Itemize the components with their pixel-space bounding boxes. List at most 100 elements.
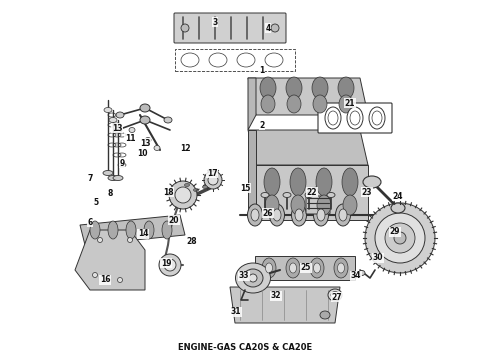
Ellipse shape <box>314 204 328 226</box>
Polygon shape <box>248 130 256 210</box>
Text: 5: 5 <box>94 198 98 207</box>
Ellipse shape <box>164 259 176 271</box>
Ellipse shape <box>317 195 331 215</box>
Polygon shape <box>255 256 355 280</box>
Ellipse shape <box>372 111 382 125</box>
Text: 7: 7 <box>87 174 93 183</box>
Polygon shape <box>248 130 368 165</box>
Text: 22: 22 <box>307 188 317 197</box>
Ellipse shape <box>327 193 335 198</box>
Text: 18: 18 <box>163 188 173 197</box>
Text: 1: 1 <box>259 66 265 75</box>
FancyBboxPatch shape <box>306 196 330 214</box>
Text: 32: 32 <box>271 292 281 301</box>
Text: 16: 16 <box>100 275 110 284</box>
Ellipse shape <box>126 221 136 239</box>
Text: 24: 24 <box>393 192 403 201</box>
Ellipse shape <box>365 203 435 273</box>
Ellipse shape <box>350 111 360 125</box>
Ellipse shape <box>169 181 197 209</box>
Polygon shape <box>248 78 368 115</box>
Text: 2: 2 <box>259 121 265 130</box>
Ellipse shape <box>265 195 279 215</box>
Text: 15: 15 <box>240 184 250 193</box>
Ellipse shape <box>305 193 313 198</box>
Ellipse shape <box>339 209 347 221</box>
Ellipse shape <box>394 232 406 244</box>
Ellipse shape <box>113 176 123 180</box>
Text: 21: 21 <box>345 99 355 108</box>
Text: 12: 12 <box>180 144 190 153</box>
Text: 31: 31 <box>231 307 241 316</box>
Ellipse shape <box>287 95 301 113</box>
Text: 10: 10 <box>137 149 147 158</box>
Ellipse shape <box>114 127 122 132</box>
Polygon shape <box>230 287 340 323</box>
Ellipse shape <box>363 176 381 188</box>
Ellipse shape <box>260 77 276 99</box>
Ellipse shape <box>181 24 189 32</box>
Text: 26: 26 <box>263 208 273 217</box>
Ellipse shape <box>164 117 172 123</box>
Ellipse shape <box>159 254 181 276</box>
Ellipse shape <box>359 270 365 275</box>
Text: 14: 14 <box>138 230 148 239</box>
Text: 28: 28 <box>187 238 197 247</box>
Ellipse shape <box>336 204 350 226</box>
Ellipse shape <box>98 238 102 243</box>
Ellipse shape <box>202 185 207 189</box>
Ellipse shape <box>310 258 324 278</box>
Ellipse shape <box>209 53 227 67</box>
Ellipse shape <box>208 175 218 185</box>
Ellipse shape <box>328 111 338 125</box>
Ellipse shape <box>338 263 344 273</box>
Text: 11: 11 <box>125 134 135 143</box>
Ellipse shape <box>251 209 259 221</box>
Ellipse shape <box>145 138 151 143</box>
Text: 8: 8 <box>107 189 113 198</box>
Ellipse shape <box>290 168 306 196</box>
Text: 29: 29 <box>390 228 400 237</box>
Ellipse shape <box>140 116 150 124</box>
Ellipse shape <box>273 209 281 221</box>
Ellipse shape <box>243 269 263 287</box>
Ellipse shape <box>347 107 363 129</box>
Ellipse shape <box>236 263 270 293</box>
Ellipse shape <box>320 311 330 319</box>
Text: 27: 27 <box>332 292 343 302</box>
Ellipse shape <box>204 171 222 189</box>
Ellipse shape <box>317 209 325 221</box>
Ellipse shape <box>307 187 329 203</box>
Ellipse shape <box>334 258 348 278</box>
Text: 13: 13 <box>112 123 122 132</box>
FancyBboxPatch shape <box>318 103 392 133</box>
Text: 34: 34 <box>351 271 361 280</box>
Ellipse shape <box>262 258 276 278</box>
Text: 9: 9 <box>120 158 124 167</box>
Ellipse shape <box>339 95 353 113</box>
Ellipse shape <box>328 289 342 301</box>
Ellipse shape <box>295 209 303 221</box>
Ellipse shape <box>316 168 332 196</box>
Text: 17: 17 <box>207 168 217 177</box>
Ellipse shape <box>90 221 100 239</box>
Text: 13: 13 <box>140 139 150 148</box>
Polygon shape <box>80 215 185 245</box>
Ellipse shape <box>391 203 405 213</box>
Ellipse shape <box>283 193 291 198</box>
Ellipse shape <box>194 189 198 192</box>
Ellipse shape <box>261 193 269 198</box>
Text: 19: 19 <box>161 258 171 267</box>
Ellipse shape <box>140 104 150 112</box>
Polygon shape <box>75 230 145 290</box>
Ellipse shape <box>264 168 280 196</box>
FancyBboxPatch shape <box>174 13 286 43</box>
Text: 4: 4 <box>266 23 270 32</box>
Ellipse shape <box>116 112 124 118</box>
Polygon shape <box>248 78 256 130</box>
Ellipse shape <box>249 274 257 282</box>
Ellipse shape <box>331 292 339 298</box>
Ellipse shape <box>104 108 112 112</box>
Ellipse shape <box>291 195 305 215</box>
Ellipse shape <box>144 221 154 239</box>
